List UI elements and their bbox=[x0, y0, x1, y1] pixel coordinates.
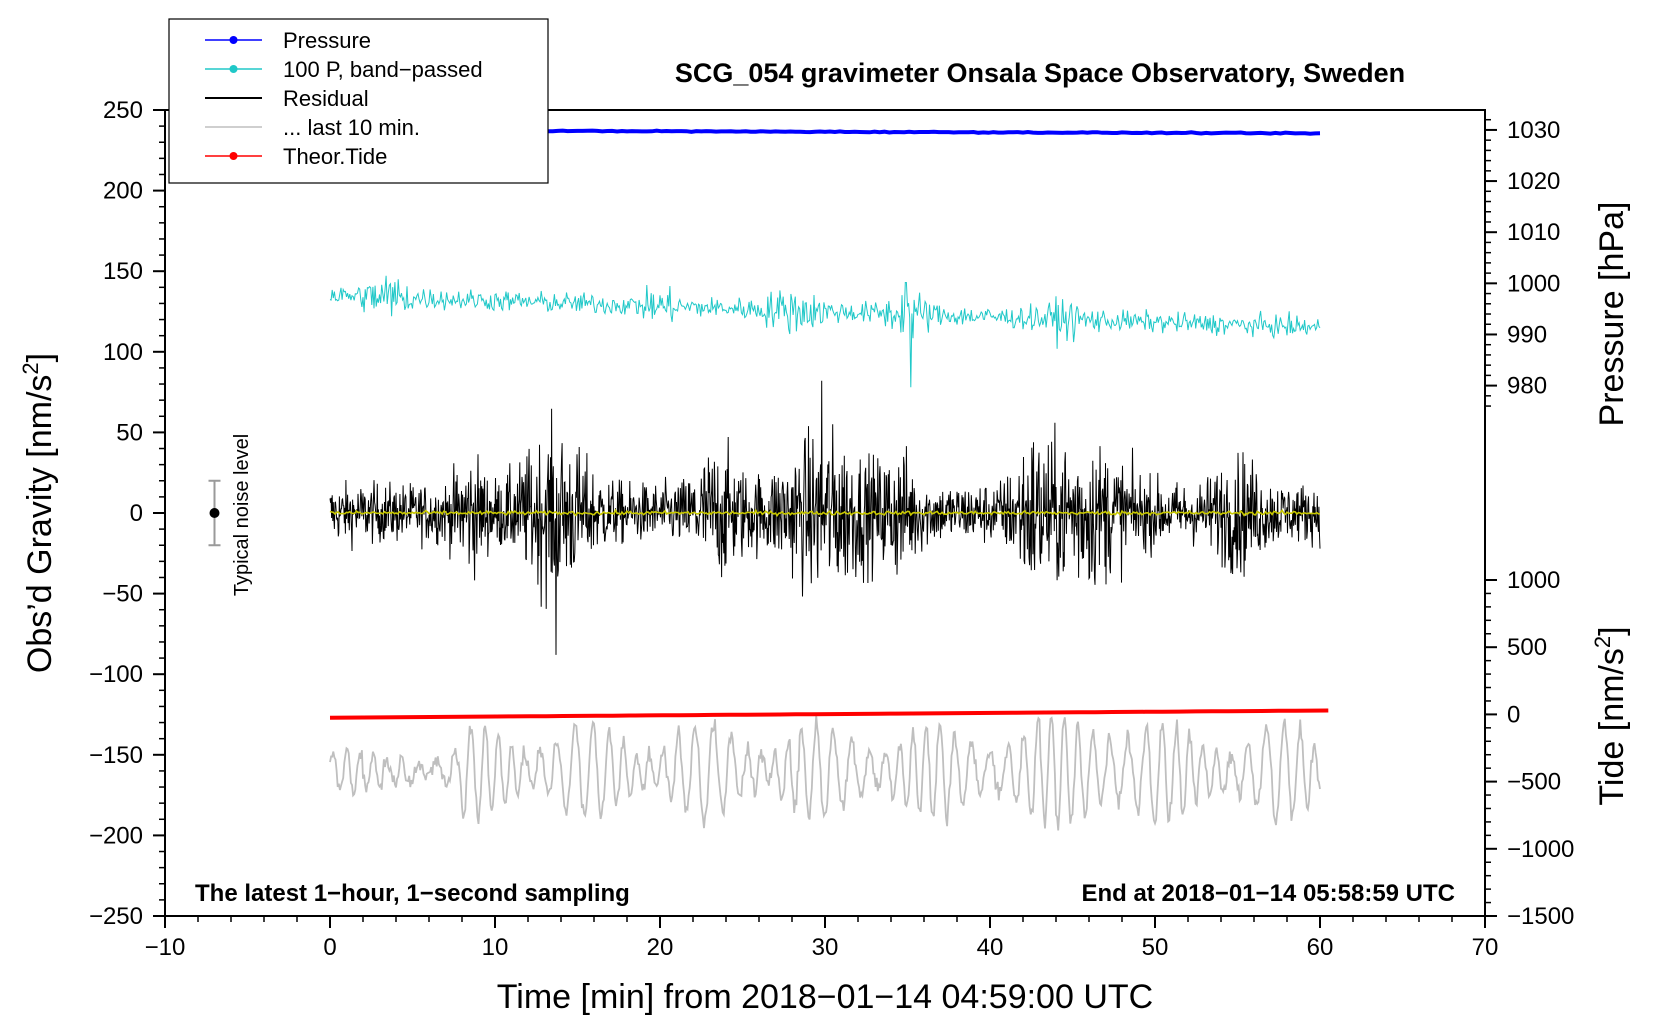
y-tick-label: 250 bbox=[103, 97, 143, 124]
tide-tick-label: 0 bbox=[1507, 701, 1520, 728]
last-10-min-line bbox=[329, 715, 1321, 831]
x-tick-label: −10 bbox=[145, 934, 186, 961]
legend-label: Residual bbox=[283, 86, 369, 111]
tide-tick-label: 1000 bbox=[1507, 567, 1560, 594]
residual-mean-line bbox=[329, 508, 1320, 517]
pressure-axis-ticks: 1030 1020 1010 1000 990 980 bbox=[1484, 110, 1560, 480]
pressure-tick-label: 1030 bbox=[1507, 117, 1560, 144]
x-tick-label: 30 bbox=[812, 934, 839, 961]
pressure-tick-label: 980 bbox=[1507, 373, 1547, 400]
legend-swatch-marker bbox=[229, 36, 238, 44]
bandpassed-pressure-line bbox=[329, 275, 1321, 388]
tide-tick-label: 500 bbox=[1507, 634, 1547, 661]
y-axis-title-tail: ] bbox=[21, 353, 59, 362]
y-tick-label: −100 bbox=[89, 661, 143, 688]
y-axis-title-sup: 2 bbox=[18, 362, 43, 374]
x-tick-label: 20 bbox=[647, 934, 674, 961]
legend-swatch-marker bbox=[229, 152, 238, 160]
chart-title: SCG_054 gravimeter Onsala Space Observat… bbox=[675, 58, 1405, 88]
y-tick-label: 50 bbox=[116, 419, 143, 446]
y-tick-label: −250 bbox=[89, 903, 143, 930]
tide-axis-title: Tide [nm/s2] bbox=[1590, 626, 1631, 805]
legend-label: Pressure bbox=[283, 28, 371, 53]
y-tick-label: −150 bbox=[89, 742, 143, 769]
x-tick-label: 0 bbox=[323, 934, 336, 961]
annotation-sampling: The latest 1−hour, 1−second sampling bbox=[195, 880, 630, 907]
x-axis-title: Time [min] from 2018−01−14 04:59:00 UTC bbox=[497, 978, 1153, 1016]
x-tick-label: 60 bbox=[1307, 934, 1334, 961]
legend-label: Theor.Tide bbox=[283, 144, 387, 169]
data-traces bbox=[329, 127, 1329, 831]
y-tick-label: 0 bbox=[130, 500, 143, 527]
x-axis-ticks: −10 0 10 20 30 40 50 60 70 bbox=[145, 916, 1499, 961]
noise-level-indicator bbox=[208, 479, 221, 547]
tide-tick-label: −500 bbox=[1507, 769, 1561, 796]
y-axis-title: Obs’d Gravity [nm/s2] bbox=[18, 353, 59, 673]
y-tick-label: −200 bbox=[89, 822, 143, 849]
tide-tick-label: −1000 bbox=[1507, 836, 1574, 863]
y-tick-label: 200 bbox=[103, 178, 143, 205]
legend-label: ... last 10 min. bbox=[283, 115, 420, 140]
y-axis-title-main: Obs’d Gravity [nm/s bbox=[21, 375, 59, 674]
x-tick-label: 50 bbox=[1142, 934, 1169, 961]
x-tick-label: 70 bbox=[1472, 934, 1499, 961]
pressure-axis-title: Pressure [hPa] bbox=[1593, 202, 1631, 427]
tide-tick-label: −1500 bbox=[1507, 903, 1574, 930]
y-tick-label: 100 bbox=[103, 339, 143, 366]
x-tick-label: 10 bbox=[482, 934, 509, 961]
pressure-tick-label: 1000 bbox=[1507, 270, 1560, 297]
legend: Pressure 100 P, band−passed Residual ... la… bbox=[168, 18, 549, 184]
annotation-end-time: End at 2018−01−14 05:58:59 UTC bbox=[1081, 880, 1455, 907]
pressure-tick-label: 1010 bbox=[1507, 219, 1560, 246]
y-tick-label: −50 bbox=[102, 581, 143, 608]
tide-line bbox=[329, 708, 1329, 720]
tide-axis-ticks: 1000 500 0 −500 −1000 −1500 bbox=[1484, 556, 1574, 930]
noise-bar-point bbox=[209, 508, 220, 518]
tide-axis-title-sup: 2 bbox=[1590, 636, 1615, 648]
noise-level-label: Typical noise level bbox=[231, 434, 253, 596]
tide-axis-title-main: Tide [nm/s bbox=[1593, 648, 1631, 805]
y-tick-label: 150 bbox=[103, 258, 143, 285]
residual-line bbox=[329, 380, 1321, 655]
legend-swatch-marker bbox=[229, 65, 238, 73]
pressure-tick-label: 990 bbox=[1507, 321, 1547, 348]
x-tick-label: 40 bbox=[977, 934, 1004, 961]
y-axis-ticks: 250 200 150 100 50 0 −50 −100 −150 −200 −250 bbox=[89, 97, 165, 930]
legend-label: 100 P, band−passed bbox=[283, 57, 483, 82]
pressure-tick-label: 1020 bbox=[1507, 168, 1560, 195]
tide-axis-title-tail: ] bbox=[1593, 626, 1631, 635]
